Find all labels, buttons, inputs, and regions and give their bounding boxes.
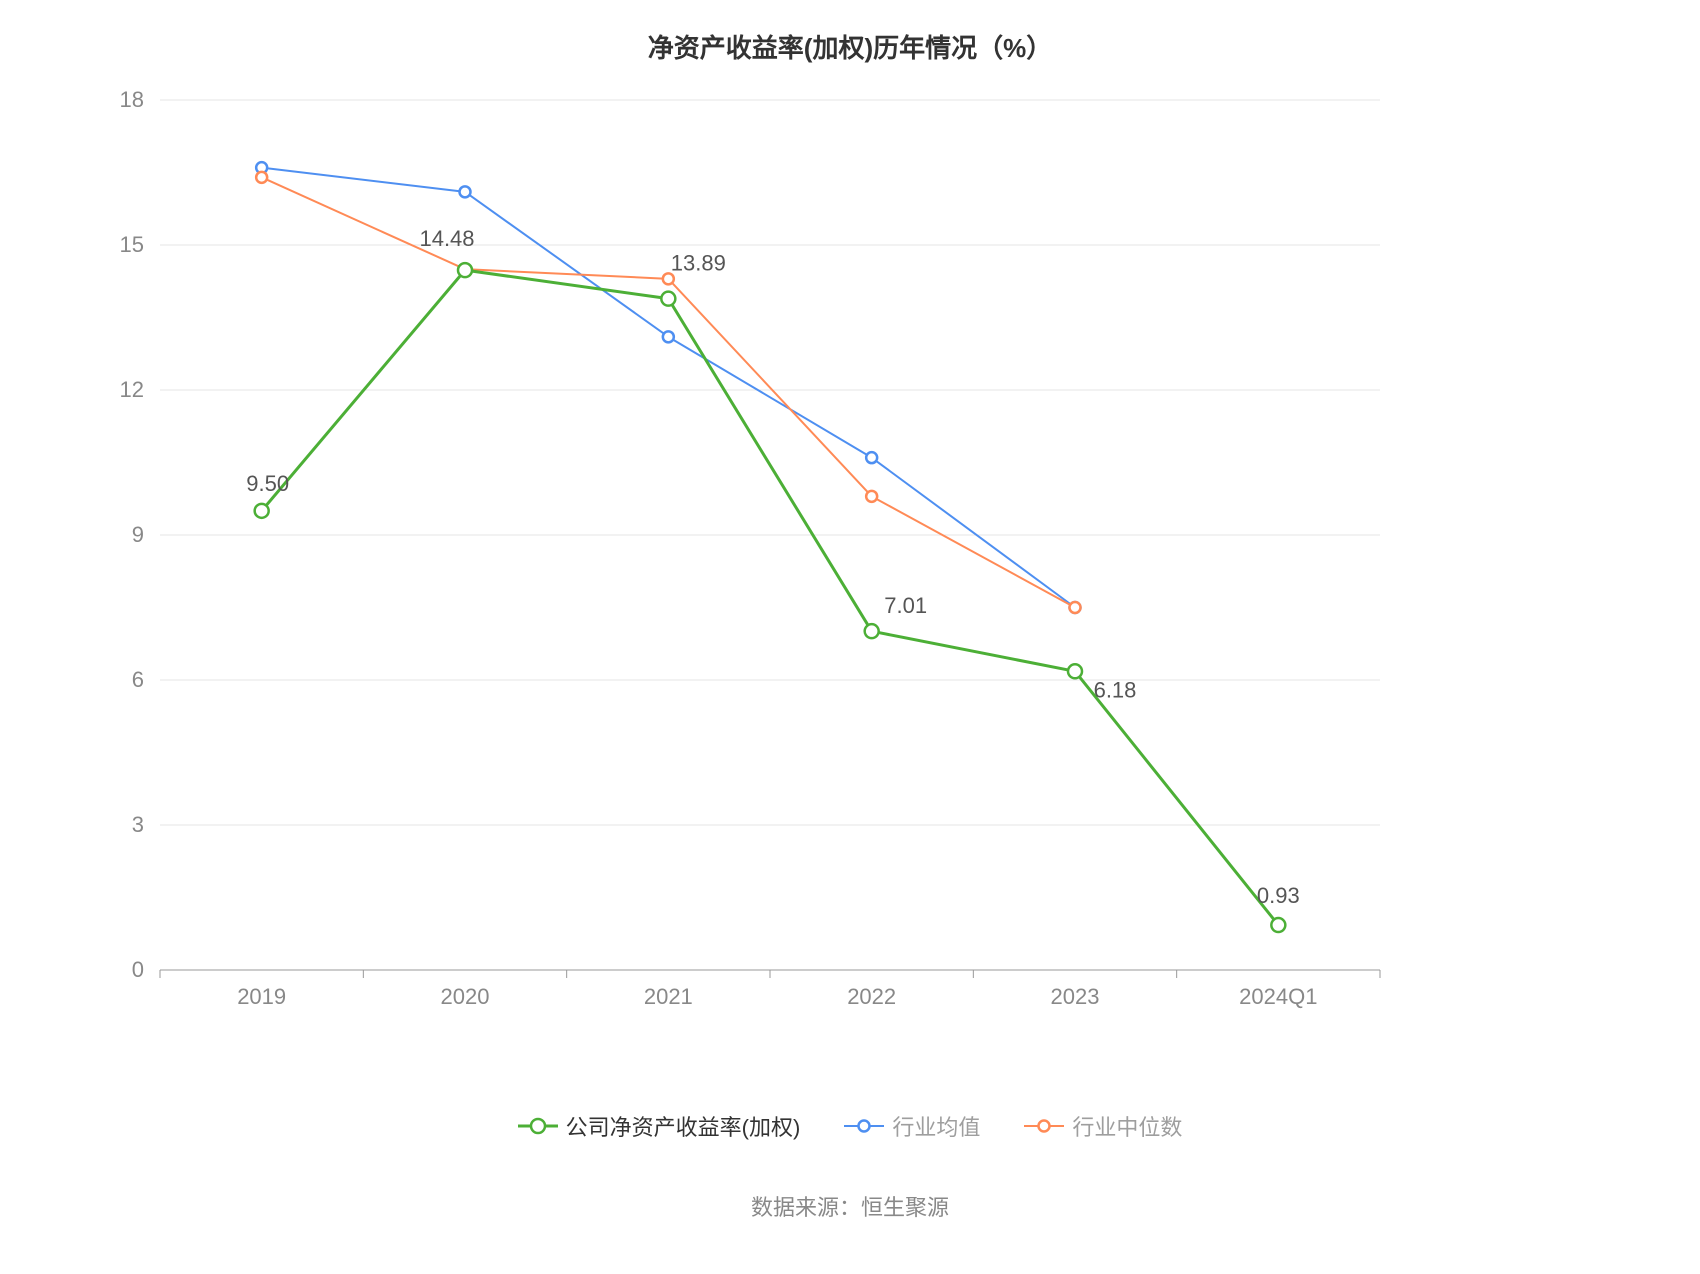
legend-swatch-icon [1024, 1117, 1064, 1135]
series-marker-avg [663, 331, 674, 342]
x-tick-label: 2023 [1051, 984, 1100, 1009]
point-label-company: 7.01 [884, 593, 927, 618]
y-tick-label: 12 [120, 377, 144, 402]
series-line-company [262, 270, 1279, 925]
series-marker-median [1070, 602, 1081, 613]
series-marker-company [865, 624, 879, 638]
y-tick-label: 15 [120, 232, 144, 257]
legend-item-avg[interactable]: 行业均值 [844, 1110, 980, 1142]
point-label-company: 6.18 [1094, 677, 1137, 702]
series-marker-company [1271, 918, 1285, 932]
series-marker-company [661, 292, 675, 306]
series-marker-company [255, 504, 269, 518]
series-marker-median [866, 491, 877, 502]
plot-area: 0 3 6 9 12 15 18 2019 2020 2021 2022 2023 2024Q1 9.50… [90, 90, 1410, 1030]
legend-swatch-icon [844, 1117, 884, 1135]
x-tick-label: 2019 [237, 984, 286, 1009]
legend-swatch-icon [518, 1117, 558, 1135]
y-tick-label: 18 [120, 90, 144, 112]
series-marker-company [458, 263, 472, 277]
legend-label: 行业中位数 [1072, 1110, 1182, 1142]
legend-item-median[interactable]: 行业中位数 [1024, 1110, 1182, 1142]
series-marker-avg [460, 186, 471, 197]
point-label-company: 13.89 [671, 251, 726, 276]
series-marker-median [256, 172, 267, 183]
y-tick-label: 0 [132, 957, 144, 982]
series-line-median [262, 177, 1075, 607]
point-label-company: 14.48 [419, 226, 474, 251]
legend-label: 行业均值 [892, 1110, 980, 1142]
chart-title: 净资产收益率(加权)历年情况（%） [0, 28, 1700, 65]
legend: 公司净资产收益率(加权) 行业均值 行业中位数 [0, 1110, 1700, 1142]
data-source: 数据来源：恒生聚源 [0, 1190, 1700, 1222]
point-label-company: 0.93 [1257, 883, 1300, 908]
y-tick-label: 6 [132, 667, 144, 692]
series-marker-avg [866, 452, 877, 463]
legend-item-company[interactable]: 公司净资产收益率(加权) [518, 1110, 801, 1142]
x-tick-label: 2022 [847, 984, 896, 1009]
legend-label: 公司净资产收益率(加权) [566, 1110, 801, 1142]
x-tick-label: 2020 [441, 984, 490, 1009]
y-tick-label: 3 [132, 812, 144, 837]
x-tick-label: 2021 [644, 984, 693, 1009]
x-tick-label: 2024Q1 [1239, 984, 1317, 1009]
y-tick-label: 9 [132, 522, 144, 547]
point-label-company: 9.50 [246, 471, 289, 496]
roe-line-chart: 净资产收益率(加权)历年情况（%） 0 3 6 9 12 15 18 2019 2020 2021… [0, 0, 1700, 1274]
series-marker-company [1068, 664, 1082, 678]
